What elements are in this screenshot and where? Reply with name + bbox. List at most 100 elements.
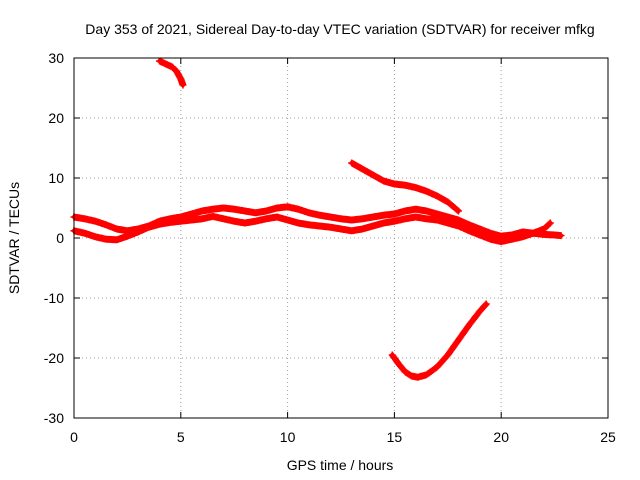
data-point <box>520 234 525 239</box>
data-point <box>306 222 312 227</box>
data-point <box>328 214 333 220</box>
data-point <box>221 205 226 211</box>
data-point <box>392 219 397 224</box>
data-point <box>413 185 418 190</box>
data-point <box>189 211 194 217</box>
data-point <box>434 211 440 217</box>
data-point <box>466 222 472 227</box>
data-points <box>70 57 565 381</box>
data-point <box>381 213 386 218</box>
data-point <box>199 208 205 214</box>
data-point <box>349 160 354 166</box>
data-point <box>264 216 269 221</box>
axis-ticks <box>73 57 609 419</box>
data-point <box>285 217 290 223</box>
data-point <box>456 208 461 214</box>
data-point <box>210 214 216 219</box>
x-tick-label: 5 <box>177 429 185 445</box>
data-point <box>409 373 414 379</box>
data-point <box>114 226 119 232</box>
y-tick-label: -30 <box>44 410 64 426</box>
data-point <box>167 220 173 225</box>
data-point <box>157 58 162 64</box>
data-point <box>509 237 515 242</box>
data-point <box>274 214 280 220</box>
x-axis-label: GPS time / hours <box>287 457 394 473</box>
data-point <box>445 352 450 358</box>
data-point <box>306 210 312 215</box>
data-point <box>82 231 87 236</box>
x-tick-label: 15 <box>387 429 403 445</box>
tick-labels: 0 5 10 15 20 25 -30 -20 -10 0 10 20 30 <box>44 50 616 445</box>
series-negative-arc <box>388 300 490 381</box>
data-point <box>242 220 248 226</box>
data-point <box>174 69 179 74</box>
x-tick-label: 0 <box>70 429 78 445</box>
data-point <box>274 205 280 211</box>
data-point <box>360 166 365 172</box>
data-point <box>434 193 440 199</box>
data-point <box>242 208 248 214</box>
data-point <box>170 64 175 70</box>
data-point <box>381 178 386 184</box>
data-point <box>189 217 194 223</box>
data-point <box>157 222 162 227</box>
data-point <box>392 181 397 187</box>
data-point <box>114 237 119 242</box>
data-point <box>456 223 461 229</box>
data-point <box>434 217 440 223</box>
data-point <box>253 210 258 215</box>
data-point <box>232 207 237 212</box>
x-tick-label: 25 <box>600 429 616 445</box>
data-point <box>477 232 483 238</box>
data-point <box>477 309 483 314</box>
data-point <box>424 372 429 377</box>
data-point <box>349 228 354 233</box>
data-point <box>548 220 553 226</box>
data-point <box>370 214 376 220</box>
series-markers <box>388 300 490 381</box>
data-point <box>541 226 547 232</box>
data-point <box>392 211 397 217</box>
data-point <box>338 216 344 221</box>
data-point <box>210 207 216 212</box>
data-point <box>82 216 87 221</box>
data-point <box>558 233 564 238</box>
data-point <box>488 231 493 236</box>
y-tick-label: 10 <box>48 170 64 186</box>
data-point <box>360 216 365 221</box>
data-point <box>317 223 322 229</box>
y-tick-label: 20 <box>48 110 64 126</box>
data-point <box>93 219 98 224</box>
y-axis-label: SDTVAR / TECUs <box>6 182 22 294</box>
data-point <box>163 61 169 67</box>
data-point <box>402 369 408 374</box>
data-point <box>413 207 418 212</box>
data-point <box>424 189 429 194</box>
data-point <box>264 208 269 214</box>
chart-title: Day 353 of 2021, Sidereal Day-to-day VTE… <box>85 21 594 37</box>
data-point <box>531 231 536 236</box>
data-point <box>390 352 395 358</box>
data-point <box>135 229 141 235</box>
grid-lines <box>74 58 608 418</box>
data-point <box>360 226 365 232</box>
data-point <box>499 239 504 244</box>
data-point <box>445 199 450 205</box>
data-point <box>499 234 504 239</box>
data-point <box>466 228 472 233</box>
data-point <box>552 232 557 238</box>
data-point <box>221 216 226 221</box>
data-point <box>285 204 290 209</box>
data-point <box>415 375 421 380</box>
data-point <box>370 172 376 178</box>
data-point <box>477 226 483 232</box>
data-point <box>178 219 183 224</box>
data-point <box>396 361 401 367</box>
data-point <box>488 237 493 242</box>
data-point <box>93 234 98 239</box>
y-tick-label: 30 <box>48 50 64 66</box>
series-descending <box>348 159 462 215</box>
series-track-upper <box>70 203 565 240</box>
